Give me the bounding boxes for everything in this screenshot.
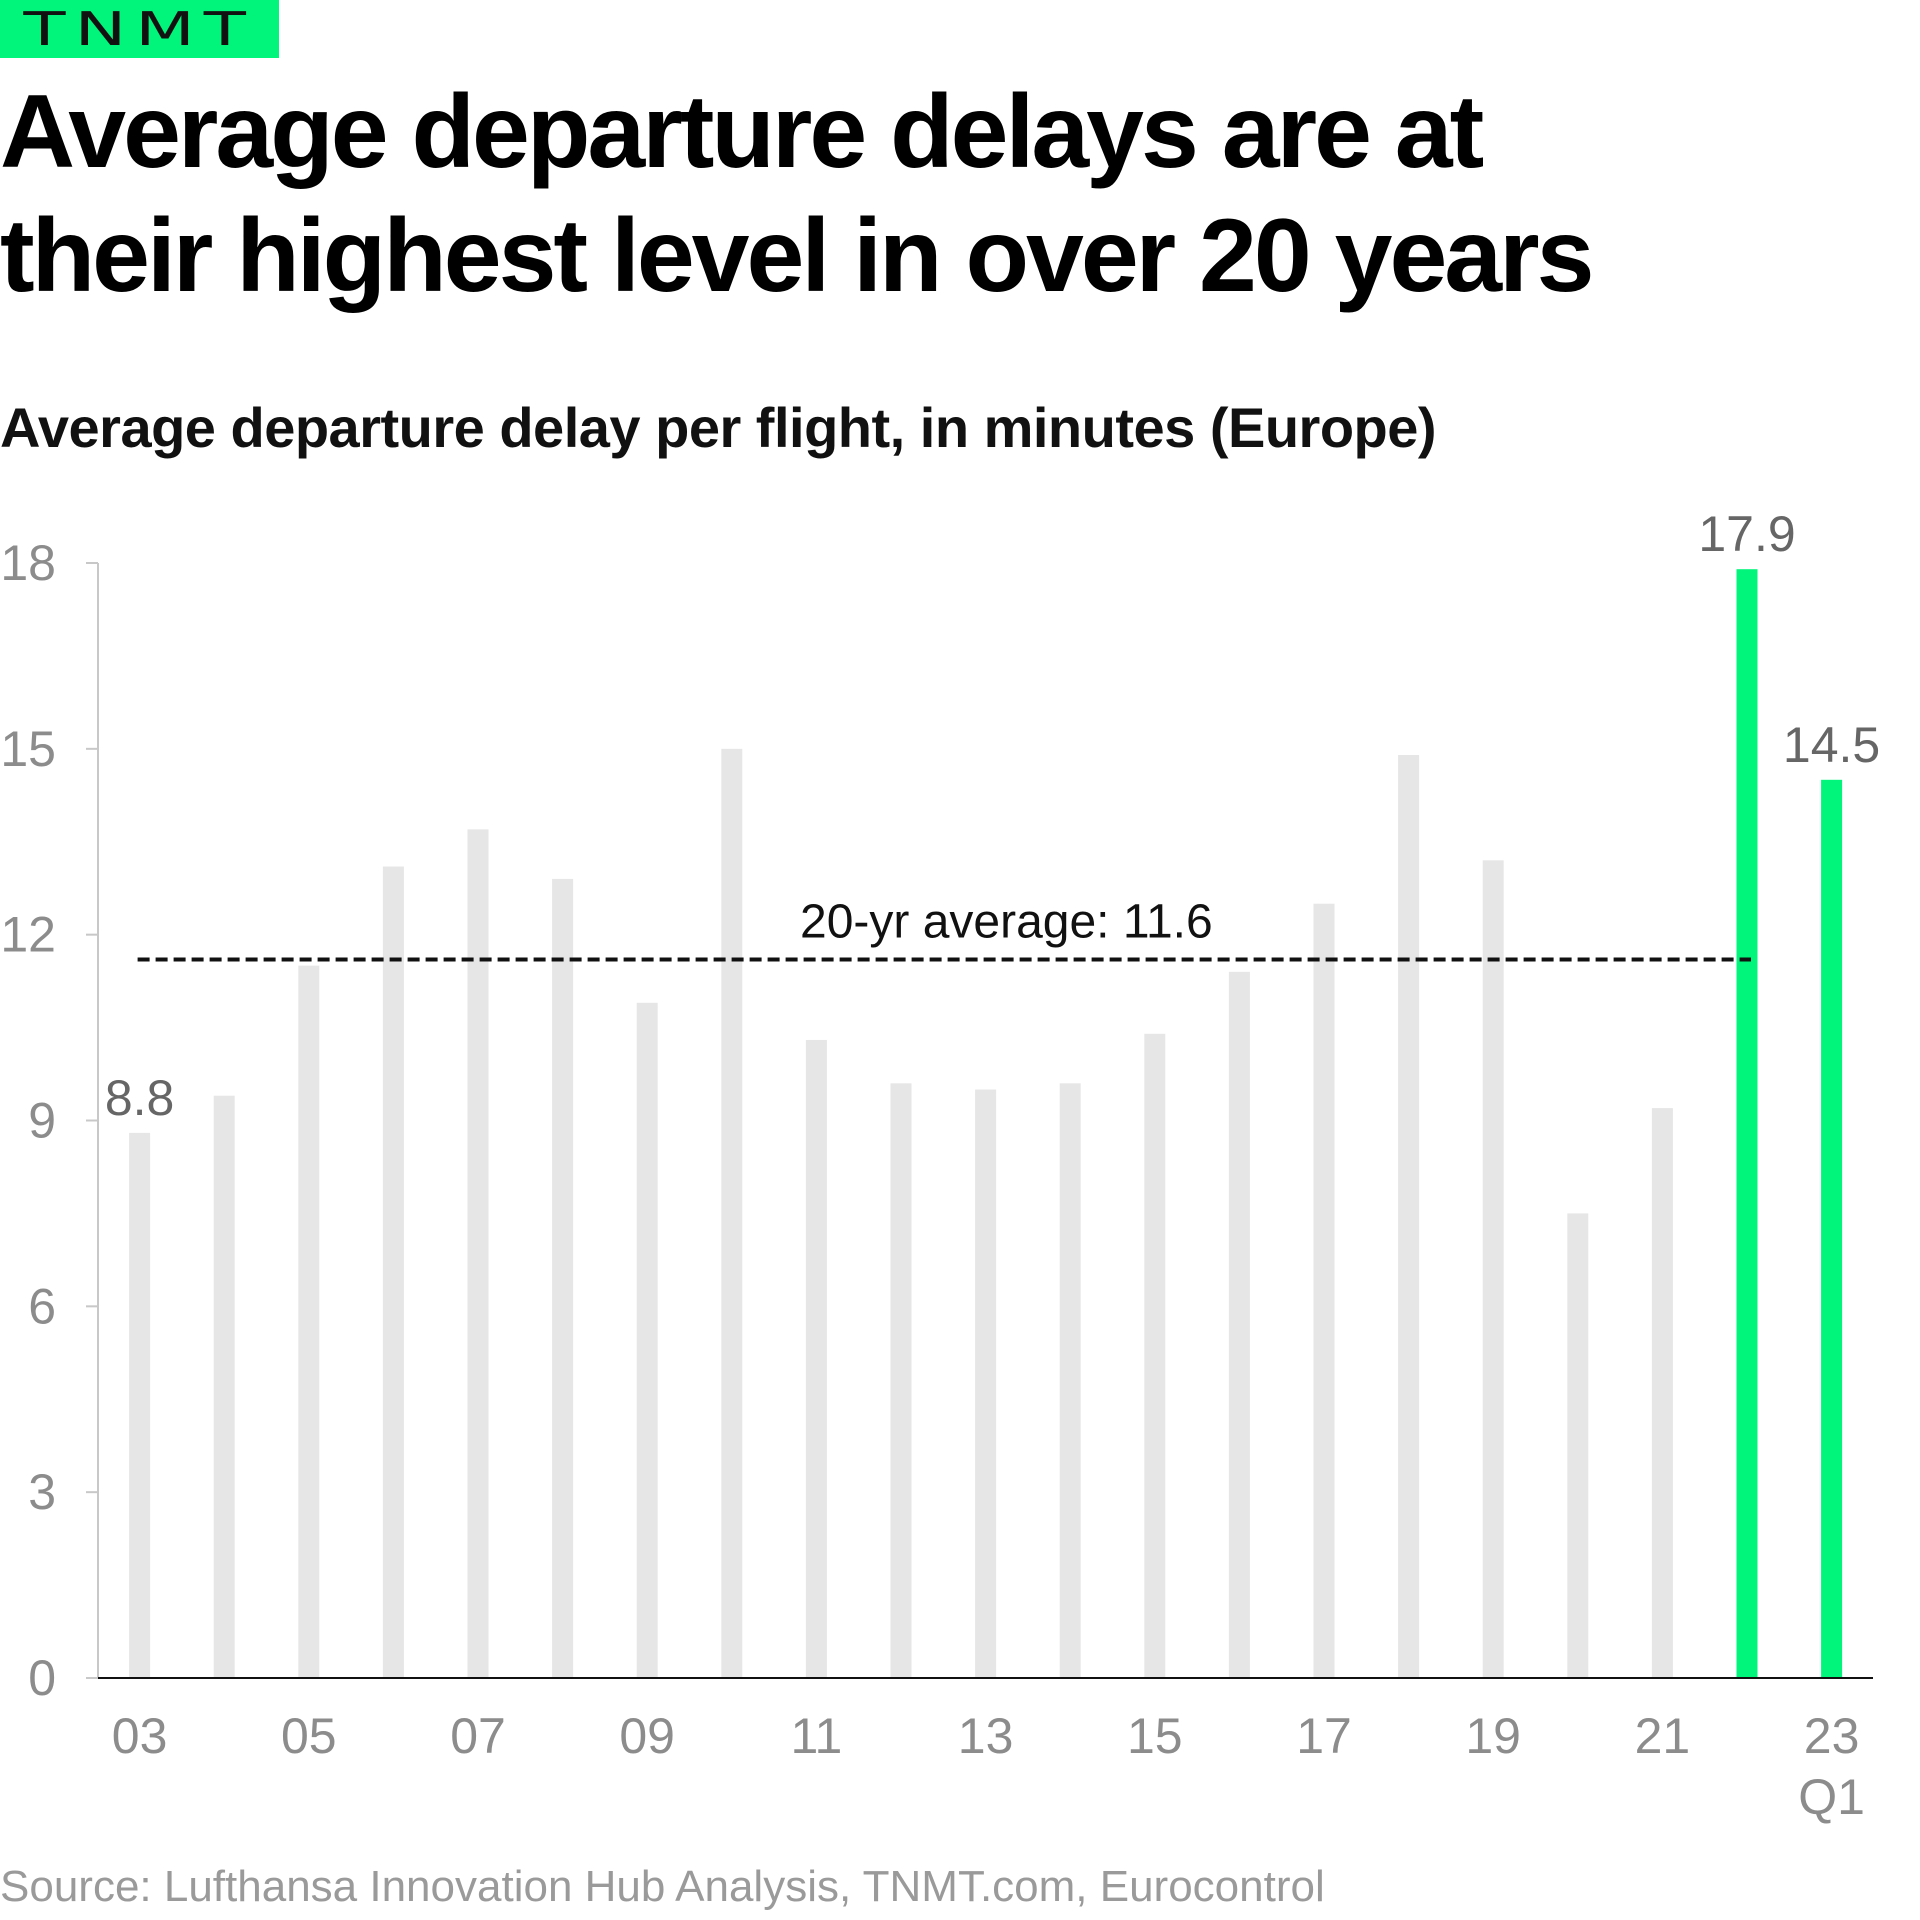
bar-20 xyxy=(1567,1213,1589,1678)
x-tick-label: 03 xyxy=(112,1708,168,1764)
x-tick-label: 11 xyxy=(790,1708,842,1764)
bar-13 xyxy=(975,1089,997,1678)
bar-22 xyxy=(1736,569,1758,1678)
average-label: 20-yr average: 11.6 xyxy=(800,895,1213,948)
y-tick-label: 9 xyxy=(28,1093,56,1149)
headline-line-2: their highest level in over 20 years xyxy=(0,198,1594,314)
bar-11 xyxy=(805,1039,827,1678)
chart-title: Average departure delay per flight, in m… xyxy=(0,396,1437,459)
bar-08 xyxy=(552,878,574,1678)
y-tick-label: 12 xyxy=(0,907,56,963)
bar-23-q1 xyxy=(1821,779,1843,1678)
y-tick-label: 18 xyxy=(0,535,56,591)
y-tick-label: 3 xyxy=(28,1464,56,1520)
y-tick-label: 0 xyxy=(28,1650,56,1706)
bar-16 xyxy=(1228,971,1250,1678)
data-label: 14.5 xyxy=(1783,717,1880,773)
bar-18 xyxy=(1398,755,1420,1678)
bar-15 xyxy=(1144,1033,1166,1678)
logo-text: TNMT xyxy=(23,2,256,56)
bar-03 xyxy=(129,1132,151,1678)
headline: Average departure delays are at their hi… xyxy=(0,70,1594,318)
bar-10 xyxy=(721,748,743,1678)
x-tick-label: 19 xyxy=(1465,1708,1521,1764)
bar-07 xyxy=(467,829,489,1678)
bar-17 xyxy=(1313,903,1335,1678)
x-tick-label: 21 xyxy=(1635,1708,1691,1764)
bar-14 xyxy=(1059,1083,1081,1678)
bar-06 xyxy=(382,866,404,1678)
y-tick-label: 15 xyxy=(0,721,56,777)
bar-09 xyxy=(636,1002,658,1678)
tnmt-logo: TNMT xyxy=(0,0,279,58)
bar-05 xyxy=(298,965,320,1678)
data-label: 17.9 xyxy=(1698,506,1795,562)
x-tick-label: 13 xyxy=(958,1708,1014,1764)
x-tick-label: 15 xyxy=(1127,1708,1183,1764)
x-tick-label: 05 xyxy=(281,1708,337,1764)
x-tick-label: 23 xyxy=(1804,1708,1860,1764)
source-note: Source: Lufthansa Innovation Hub Analysi… xyxy=(0,1862,1325,1911)
bar-12 xyxy=(890,1083,912,1678)
x-tick-label: 17 xyxy=(1296,1708,1352,1764)
x-tick-sublabel: Q1 xyxy=(1798,1769,1865,1825)
bar-19 xyxy=(1482,860,1504,1678)
bar-04 xyxy=(213,1095,235,1678)
x-tick-label: 09 xyxy=(619,1708,675,1764)
headline-line-1: Average departure delays are at xyxy=(0,74,1484,190)
bar-21 xyxy=(1651,1108,1673,1678)
x-tick-label: 07 xyxy=(450,1708,506,1764)
data-label: 8.8 xyxy=(105,1070,175,1126)
y-tick-label: 6 xyxy=(28,1278,56,1334)
